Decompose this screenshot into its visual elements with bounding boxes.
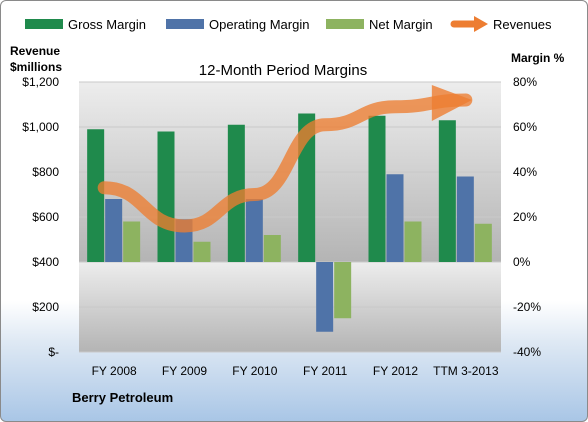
left-axis-label-line-1: Revenue bbox=[10, 44, 60, 58]
left-tick-label: $600 bbox=[32, 210, 59, 224]
bar-gross-margin bbox=[157, 131, 175, 262]
right-tick-label: 60% bbox=[513, 120, 537, 134]
bar-net-margin bbox=[193, 241, 211, 262]
bar-operating-margin bbox=[245, 199, 263, 262]
x-tick-label: FY 2010 bbox=[232, 364, 277, 378]
bar-gross-margin bbox=[368, 115, 386, 262]
x-tick-label: FY 2012 bbox=[373, 364, 418, 378]
left-tick-label: $1,200 bbox=[22, 75, 59, 89]
revenues-line bbox=[97, 93, 473, 233]
bar-net-margin bbox=[474, 223, 492, 262]
legend-label: Operating Margin bbox=[209, 17, 309, 32]
bar-gross-margin bbox=[438, 120, 456, 262]
legend-label: Revenues bbox=[493, 17, 552, 32]
left-tick-label: $200 bbox=[32, 300, 59, 314]
left-tick-label: $800 bbox=[32, 165, 59, 179]
x-tick-label: FY 2009 bbox=[162, 364, 207, 378]
bar-net-margin bbox=[334, 262, 352, 319]
bar-operating-margin bbox=[456, 176, 474, 262]
right-axis-label: Margin % bbox=[511, 51, 565, 65]
right-tick-label: -40% bbox=[513, 345, 541, 359]
bar-operating-margin bbox=[386, 174, 404, 262]
right-tick-label: 40% bbox=[513, 165, 537, 179]
legend-swatch bbox=[326, 19, 364, 29]
right-tick-label: 20% bbox=[513, 210, 537, 224]
legend-swatch-arrowhead bbox=[474, 16, 488, 32]
bar-net-margin bbox=[123, 221, 141, 262]
legend-swatch bbox=[166, 19, 204, 29]
bar-net-margin bbox=[404, 221, 422, 262]
right-tick-label: -20% bbox=[513, 300, 541, 314]
chart-title: 12-Month Period Margins bbox=[199, 62, 367, 79]
x-tick-label: FY 2008 bbox=[92, 364, 137, 378]
legend-label: Net Margin bbox=[369, 17, 433, 32]
left-tick-label: $- bbox=[48, 345, 59, 359]
legend-label: Gross Margin bbox=[68, 17, 146, 32]
x-tick-label: FY 2011 bbox=[303, 364, 348, 378]
left-axis-label-line-2: $millions bbox=[10, 60, 62, 74]
left-tick-label: $400 bbox=[32, 255, 59, 269]
bar-gross-margin bbox=[298, 113, 316, 262]
left-tick-label: $1,000 bbox=[22, 120, 59, 134]
right-tick-label: 0% bbox=[513, 255, 531, 269]
x-tick-label: TTM 3-2013 bbox=[433, 364, 499, 378]
right-tick-label: 80% bbox=[513, 75, 537, 89]
revenues-arrowhead bbox=[431, 85, 472, 121]
bar-gross-margin bbox=[87, 129, 105, 262]
bar-operating-margin bbox=[105, 199, 123, 262]
company-name: Berry Petroleum bbox=[72, 390, 173, 405]
bar-operating-margin bbox=[316, 262, 334, 332]
bar-net-margin bbox=[263, 235, 281, 262]
legend-swatch bbox=[25, 19, 63, 29]
